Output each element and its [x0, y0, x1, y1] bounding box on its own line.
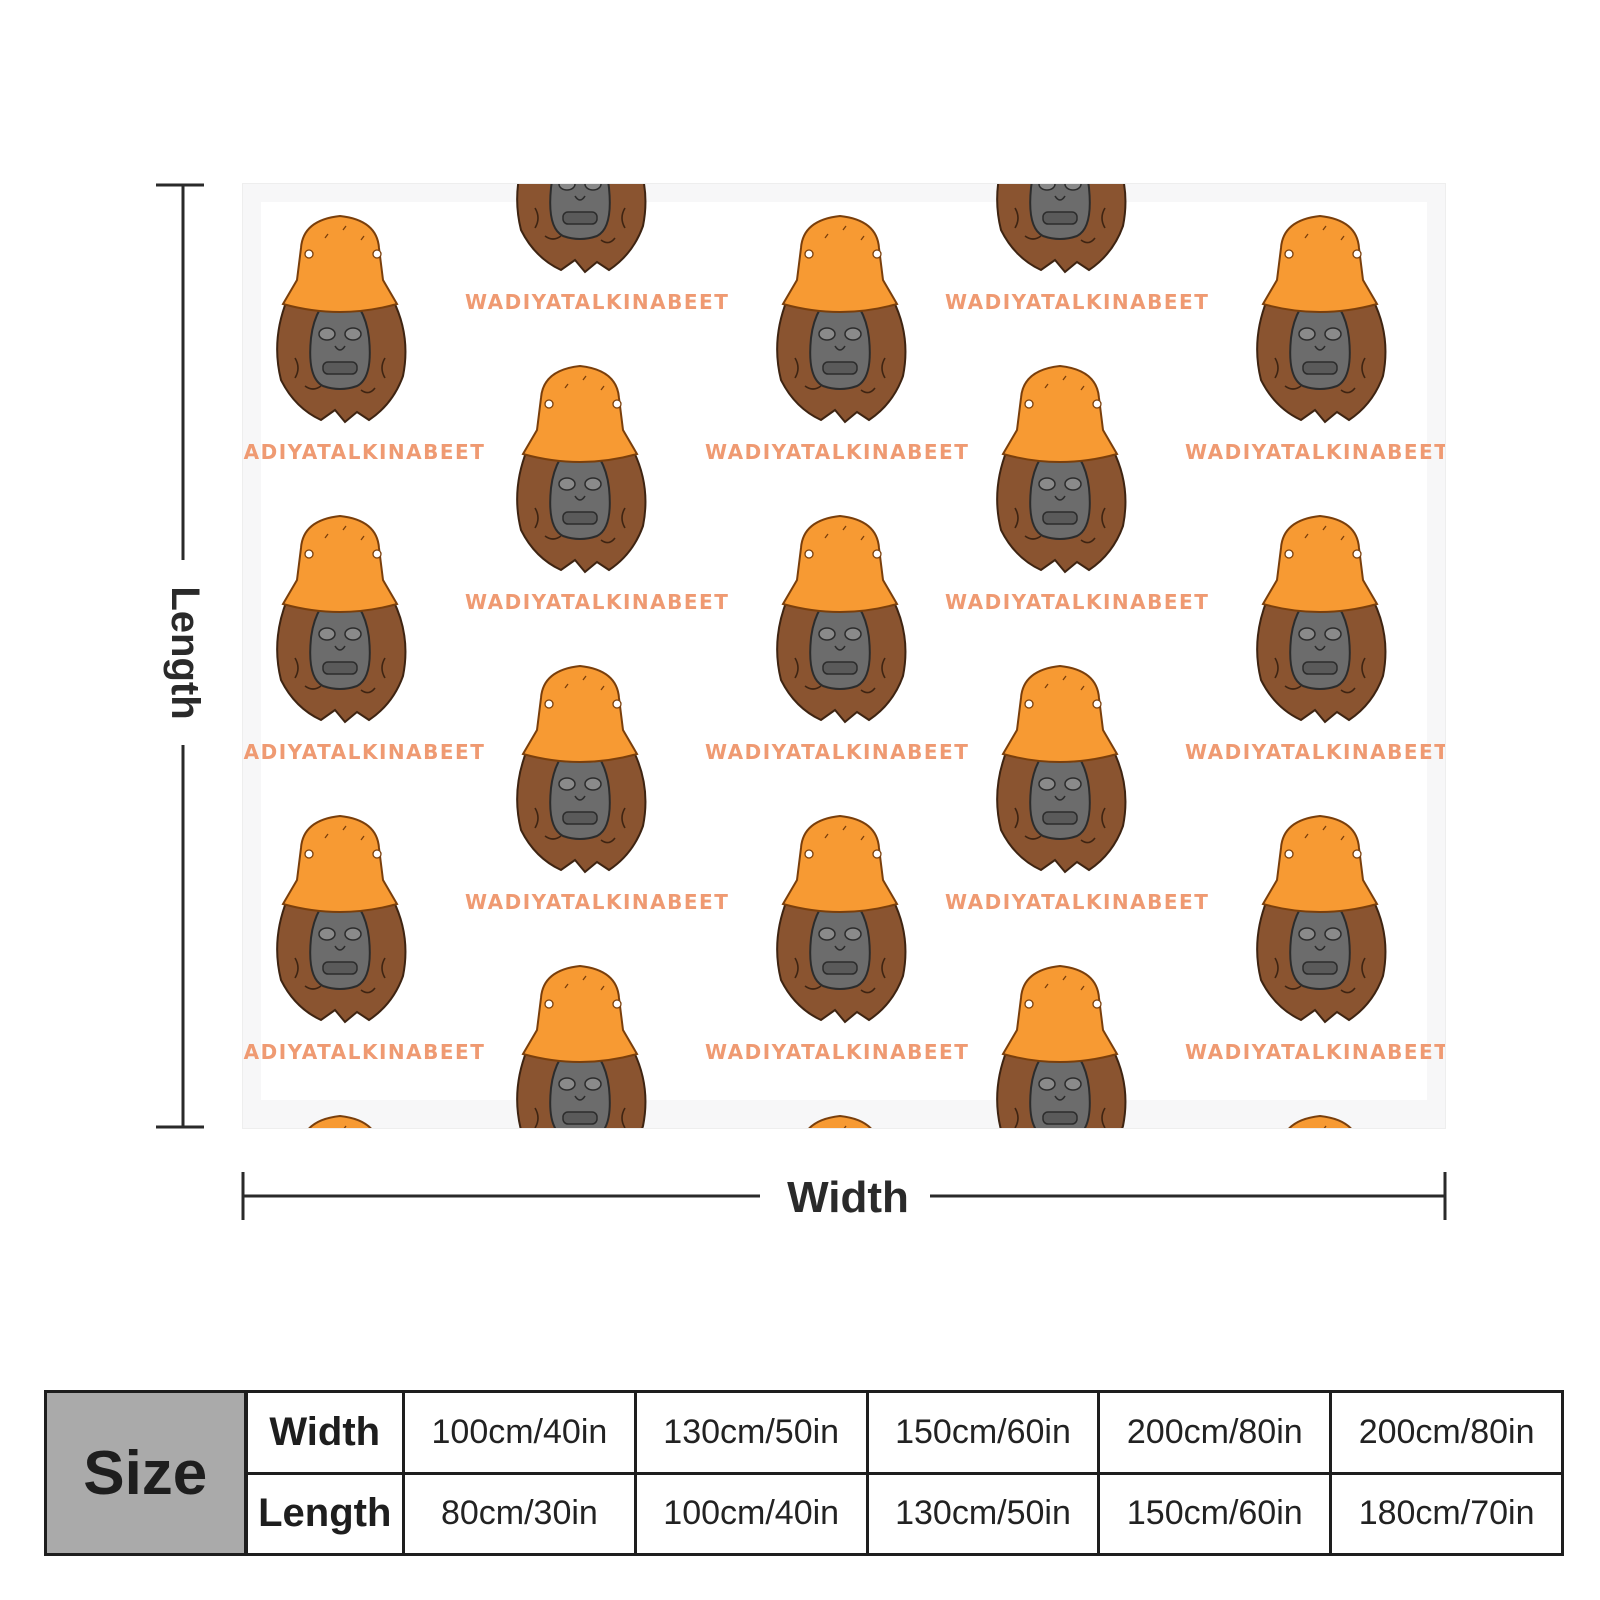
slogan-text: WADIYATALKINABEET — [465, 590, 730, 614]
width-value: 200cm/80in — [1097, 1390, 1333, 1475]
size-row-length: Length 80cm/30in 100cm/40in 130cm/50in 1… — [46, 1471, 1564, 1556]
length-value: 150cm/60in — [1097, 1471, 1333, 1556]
sasquatch-graphic — [265, 1108, 415, 1128]
sasquatch-graphic — [505, 958, 655, 1128]
sasquatch-graphic — [1245, 808, 1395, 1033]
sasquatch-graphic — [505, 358, 655, 583]
slogan-text: WADIYATALKINABEET — [705, 1040, 970, 1064]
size-title: Size — [44, 1390, 248, 1556]
length-row-label: Length — [244, 1471, 405, 1556]
sasquatch-graphic — [265, 508, 415, 733]
slogan-text: WADIYATALKINABEET — [243, 740, 486, 764]
slogan-text: WADIYATALKINABEET — [945, 590, 1210, 614]
slogan-text: WADIYATALKINABEET — [465, 290, 730, 314]
sasquatch-graphic — [985, 958, 1135, 1128]
sasquatch-graphic — [765, 508, 915, 733]
length-value: 80cm/30in — [402, 1471, 637, 1556]
sasquatch-graphic — [765, 208, 915, 433]
slogan-text: WADIYATALKINABEET — [705, 740, 970, 764]
size-table: Size Width 100cm/40in 130cm/50in 150cm/6… — [44, 1390, 1564, 1556]
length-value: 130cm/50in — [865, 1471, 1101, 1556]
length-value: 180cm/70in — [1329, 1471, 1564, 1556]
width-label: Width — [787, 1173, 909, 1222]
width-value: 130cm/50in — [633, 1390, 869, 1475]
slogan-text: WADIYATALKINABEET — [705, 440, 970, 464]
width-row-label: Width — [244, 1390, 405, 1475]
sasquatch-graphic — [1245, 508, 1395, 733]
sasquatch-graphic — [1245, 208, 1395, 433]
length-label: Length — [163, 586, 208, 720]
sasquatch-graphic — [265, 808, 415, 1033]
sasquatch-graphic — [985, 358, 1135, 583]
slogan-text: WADIYATALKINABEET — [1185, 1040, 1445, 1064]
size-row-width: Size Width 100cm/40in 130cm/50in 150cm/6… — [44, 1390, 1564, 1556]
slogan-text: WADIYATALKINABEET — [1185, 440, 1445, 464]
sasquatch-graphic — [265, 208, 415, 433]
width-value: 200cm/80in — [1329, 1390, 1564, 1475]
slogan-text: WADIYATALKINABEET — [243, 440, 486, 464]
sasquatch-graphic — [1245, 1108, 1395, 1128]
length-value: 100cm/40in — [633, 1471, 869, 1556]
sasquatch-graphic — [505, 184, 655, 283]
sasquatch-graphic — [765, 808, 915, 1033]
slogan-text: WADIYATALKINABEET — [945, 290, 1210, 314]
blanket-preview: WADIYATALKINABEET WADIYATALKINABEET WADIYA… — [243, 184, 1445, 1128]
width-value: 100cm/40in — [402, 1390, 637, 1475]
sasquatch-graphic — [985, 184, 1135, 283]
sasquatch-graphic — [505, 658, 655, 883]
sasquatch-graphic — [985, 658, 1135, 883]
slogan-text: WADIYATALKINABEET — [465, 890, 730, 914]
slogan-text: WADIYATALKINABEET — [243, 1040, 486, 1064]
sasquatch-graphic — [765, 1108, 915, 1128]
width-value: 150cm/60in — [865, 1390, 1101, 1475]
slogan-text: WADIYATALKINABEET — [1185, 740, 1445, 764]
slogan-text: WADIYATALKINABEET — [945, 890, 1210, 914]
